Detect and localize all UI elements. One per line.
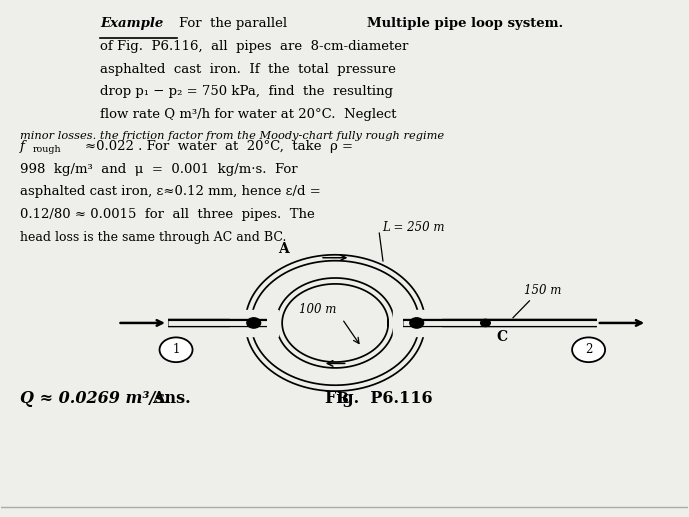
Circle shape: [160, 338, 192, 362]
Text: Q ≈ 0.0269 m³/s.: Q ≈ 0.0269 m³/s.: [20, 390, 169, 407]
Circle shape: [481, 320, 491, 327]
Text: Fig.  P6.116: Fig. P6.116: [325, 390, 433, 407]
Text: asphalted  cast  iron.  If  the  total  pressure: asphalted cast iron. If the total pressu…: [101, 63, 396, 75]
Text: f: f: [20, 140, 25, 153]
Text: rough: rough: [32, 145, 61, 154]
Circle shape: [410, 318, 424, 328]
Text: ≈0.022 . For  water  at  20°C,  take  ρ =: ≈0.022 . For water at 20°C, take ρ =: [85, 140, 353, 153]
Text: minor losses. the friction factor from the Moody-chart fully rough regime: minor losses. the friction factor from t…: [20, 131, 444, 141]
Text: 2: 2: [585, 343, 593, 356]
Text: 0.12/80 ≈ 0.0015  for  all  three  pipes.  The: 0.12/80 ≈ 0.0015 for all three pipes. Th…: [20, 208, 315, 221]
Text: L = 250 m: L = 250 m: [382, 221, 445, 234]
Text: asphalted cast iron, ε≈0.12 mm, hence ε/d =: asphalted cast iron, ε≈0.12 mm, hence ε/…: [20, 185, 320, 199]
Text: Example: Example: [101, 17, 164, 30]
Circle shape: [247, 318, 260, 328]
Circle shape: [572, 338, 605, 362]
Text: For  the parallel: For the parallel: [179, 17, 292, 30]
Text: head loss is the same through AC and BC.: head loss is the same through AC and BC.: [20, 231, 287, 244]
Text: Multiple pipe loop system.: Multiple pipe loop system.: [367, 17, 563, 30]
Text: flow rate Q m³/h for water at 20°C.  Neglect: flow rate Q m³/h for water at 20°C. Negl…: [101, 108, 397, 121]
Bar: [393, 310, 441, 336]
Text: 998  kg/m³  and  μ  =  0.001  kg/m·s.  For: 998 kg/m³ and μ = 0.001 kg/m·s. For: [20, 162, 298, 176]
Text: 150 m: 150 m: [524, 284, 562, 297]
Text: A: A: [278, 241, 289, 256]
Text: B: B: [336, 392, 348, 406]
Text: Ans.: Ans.: [152, 390, 191, 407]
Text: 1: 1: [172, 343, 180, 356]
Bar: [229, 310, 278, 336]
Text: 100 m: 100 m: [299, 303, 337, 316]
Text: drop p₁ − p₂ = 750 kPa,  find  the  resulting: drop p₁ − p₂ = 750 kPa, find the resulti…: [101, 85, 393, 98]
Text: C: C: [497, 330, 508, 344]
Text: of Fig.  P6.116,  all  pipes  are  8-cm-diameter: of Fig. P6.116, all pipes are 8-cm-diame…: [101, 40, 409, 53]
